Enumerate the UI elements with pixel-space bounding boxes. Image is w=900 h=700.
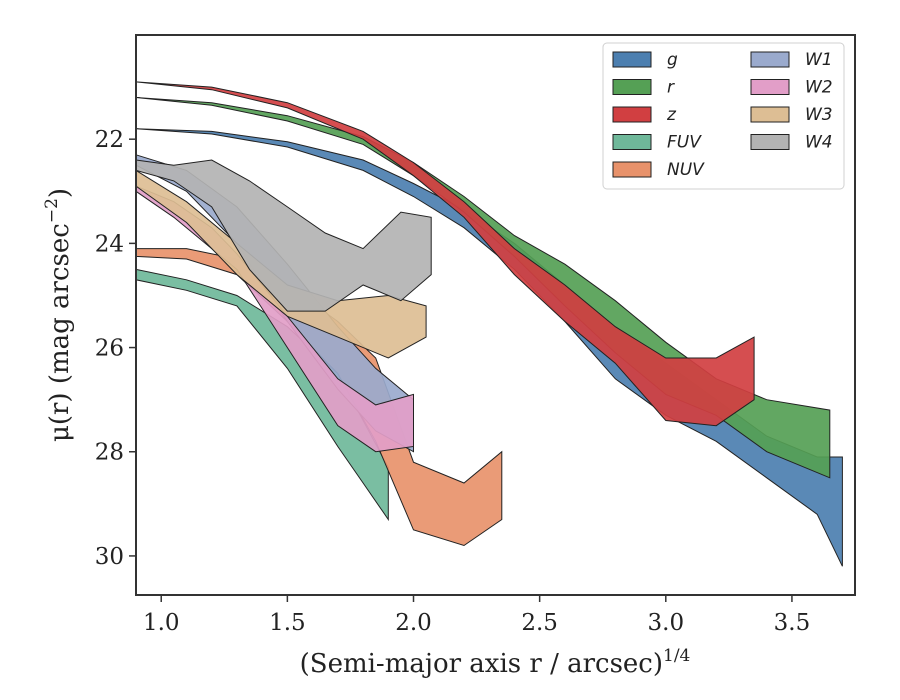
x-tick-label: 2.0 [395,610,432,636]
legend-swatch-fuv [612,134,652,150]
x-axis-label: (Semi-major axis r / arcsec)1/4 [300,646,691,679]
y-axis-label-main: μ(r) (mag arcsec [45,223,75,442]
x-axis-label-superscript: 1/4 [663,646,690,666]
plot-frame [135,34,856,596]
legend-swatch-z [612,106,652,123]
x-tick-label: 1.0 [143,610,180,636]
series-layer [135,81,843,567]
legend-swatch-nuv [612,161,652,178]
y-axis-label: μ(r) (mag arcsec−2) [42,188,75,442]
x-tick-label: 1.5 [269,610,306,636]
x-axis-label-main: (Semi-major axis r / arcsec) [300,649,663,679]
series-band-w4 [135,159,432,312]
legend-label-nuv: NUV [667,160,705,180]
legend-swatch-g [612,51,652,68]
legend-swatch-w2 [750,79,790,95]
legend-swatch-r [612,79,652,95]
legend: grz FUV NUV W1 W2 W3 W4 [602,42,845,190]
tick-layer: 1.0 1.5 2.0 2.5 3.0 3.5 22 24 26 28 30 [95,127,811,636]
y-tick-label: 30 [95,544,124,570]
y-tick-label: 24 [95,231,124,257]
x-tick-label: 3.0 [648,610,685,636]
legend-label-w3: W3 [805,105,833,125]
legend-label-w4: W4 [805,133,833,153]
legend-label-fuv: FUV [667,133,702,153]
legend-label-w2: W2 [805,78,833,98]
legend-swatch-w4 [750,134,790,150]
y-tick-label: 26 [95,336,124,362]
y-tick-label: 22 [95,127,124,153]
legend-label-w1: W1 [805,50,833,70]
legend-label-z: z [666,105,677,125]
legend-swatch-w3 [750,106,790,123]
y-axis-label-superscript: −2 [42,198,62,223]
series-band-z [135,81,755,427]
legend-label-g: g [667,50,678,70]
y-tick-label: 28 [95,440,124,466]
y-axis-label-tail: ) [45,188,75,198]
x-tick-label: 3.5 [774,610,811,636]
x-tick-label: 2.5 [521,610,558,636]
legend-label-r: r [667,78,675,98]
legend-swatch-w1 [750,51,790,68]
